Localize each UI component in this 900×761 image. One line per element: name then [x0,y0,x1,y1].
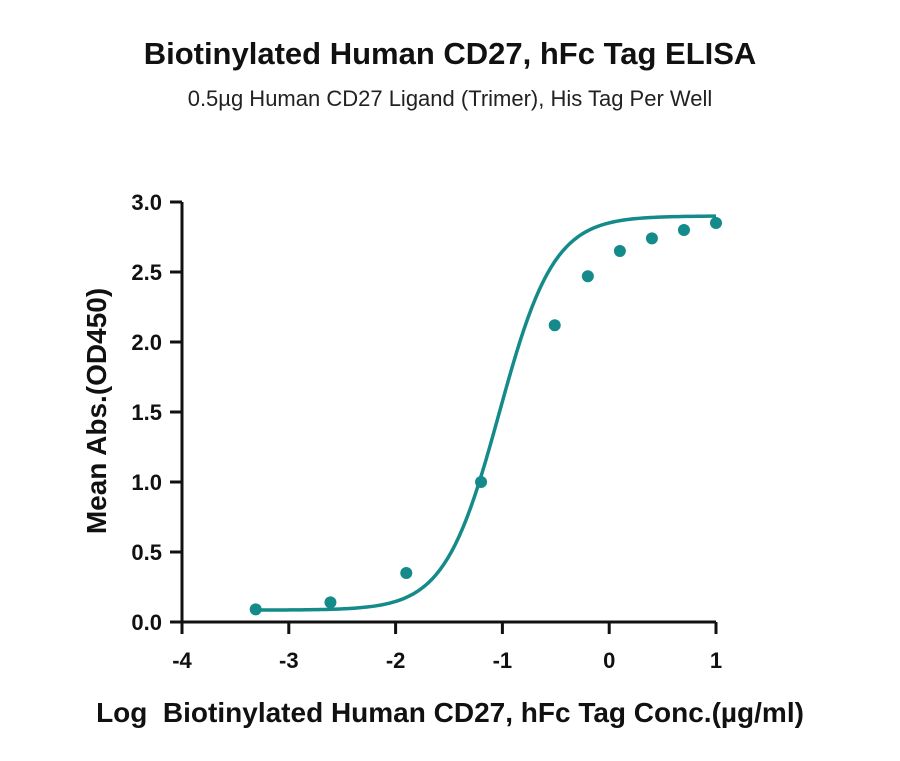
data-point [677,224,690,236]
data-points [249,217,722,616]
y-tick-label: 1.0 [131,470,162,495]
data-point [249,603,262,616]
data-point [548,319,561,332]
x-tick-label: 0 [603,648,615,673]
x-tick-label: -1 [493,648,513,673]
y-axis-title: Mean Abs.(OD450) [81,288,112,534]
x-tick-label: -2 [386,648,406,673]
data-point [613,245,626,257]
y-tick-label: 0.0 [131,610,162,635]
y-axis-ticks: 0.0 0.5 1.0 1.5 2.0 2.5 3.0 [131,190,182,635]
y-tick-label: 2.5 [131,260,162,285]
data-point [475,476,488,488]
y-tick-label: 0.5 [131,540,162,565]
data-point [581,270,594,283]
y-tick-label: 1.5 [131,400,162,425]
chart-subtitle: 0.5µg Human CD27 Ligand (Trimer), His Ta… [188,86,713,111]
x-axis-title: Log Biotinylated Human CD27, hFc Tag Con… [96,697,804,728]
data-point [400,567,413,579]
y-tick-label: 2.0 [131,330,162,355]
x-axis-ticks: -4 -3 -2 -1 0 1 [172,622,722,673]
data-point [324,596,337,609]
data-point [645,232,658,245]
data-point [710,217,722,229]
y-tick-label: 3.0 [131,190,162,215]
plot-area: 0.0 0.5 1.0 1.5 2.0 2.5 3.0 -4 -3 -2 -1 0 1 [131,190,722,673]
x-tick-label: 1 [710,648,722,673]
fit-curve [255,214,717,612]
chart-title: Biotinylated Human CD27, hFc Tag ELISA [144,36,757,71]
x-tick-label: -4 [172,648,192,673]
x-tick-label: -3 [279,648,299,673]
